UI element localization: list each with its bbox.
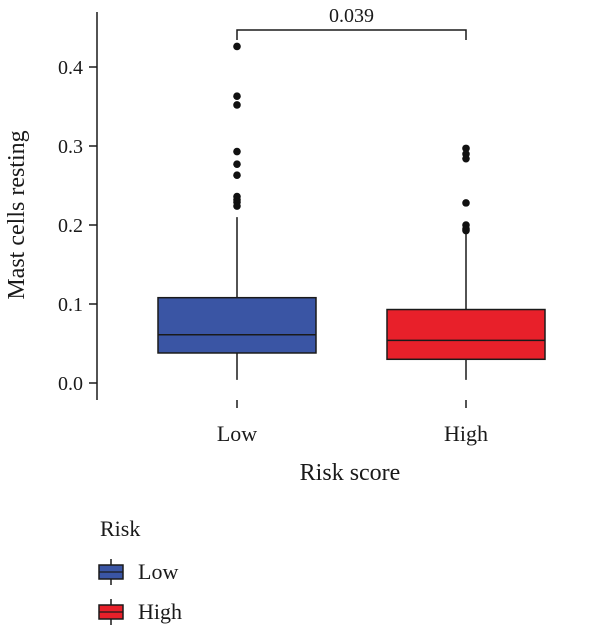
legend-entry-low: Low (98, 559, 178, 585)
y-axis-ticks: 0.0 0.1 0.2 0.3 0.4 (58, 57, 97, 395)
legend-label: Low (138, 559, 178, 584)
outlier-point (233, 171, 241, 180)
outlier-point (233, 202, 241, 210)
y-tick-label: 0.1 (58, 294, 83, 316)
box-iqr (157, 296, 317, 354)
legend-label: High (138, 599, 182, 624)
box-high (386, 232, 546, 380)
outlier-point (233, 92, 241, 101)
x-axis-label: Risk score (300, 460, 401, 486)
p-value-label: 0.039 (329, 5, 374, 27)
y-tick-label: 0.0 (58, 373, 83, 395)
outlier-point (462, 199, 470, 207)
box-iqr (386, 308, 546, 361)
y-axis-label: Mast cells resting (4, 130, 30, 299)
outlier-points (233, 42, 470, 235)
y-tick-label: 0.4 (58, 57, 83, 79)
significance-bracket (236, 29, 467, 40)
outlier-point (233, 101, 241, 109)
outlier-point (462, 226, 470, 235)
x-tick-label: High (444, 421, 488, 446)
x-axis-ticks: Low High (217, 400, 488, 446)
outlier-point (462, 144, 470, 153)
outlier-point (233, 42, 241, 51)
y-tick-label: 0.3 (58, 136, 83, 158)
outlier-point (233, 160, 241, 168)
legend-entry-high: High (98, 599, 182, 625)
outlier-point (233, 147, 241, 156)
outlier-point (462, 154, 470, 163)
significance-annotation: 0.039 (236, 5, 467, 40)
box-low (157, 217, 317, 380)
boxes (157, 217, 546, 380)
legend-title: Risk (100, 516, 140, 541)
y-tick-label: 0.2 (58, 215, 83, 237)
legend-entries: Low High (98, 559, 182, 625)
x-tick-label: Low (217, 421, 257, 446)
legend: Risk Low High (98, 516, 182, 625)
